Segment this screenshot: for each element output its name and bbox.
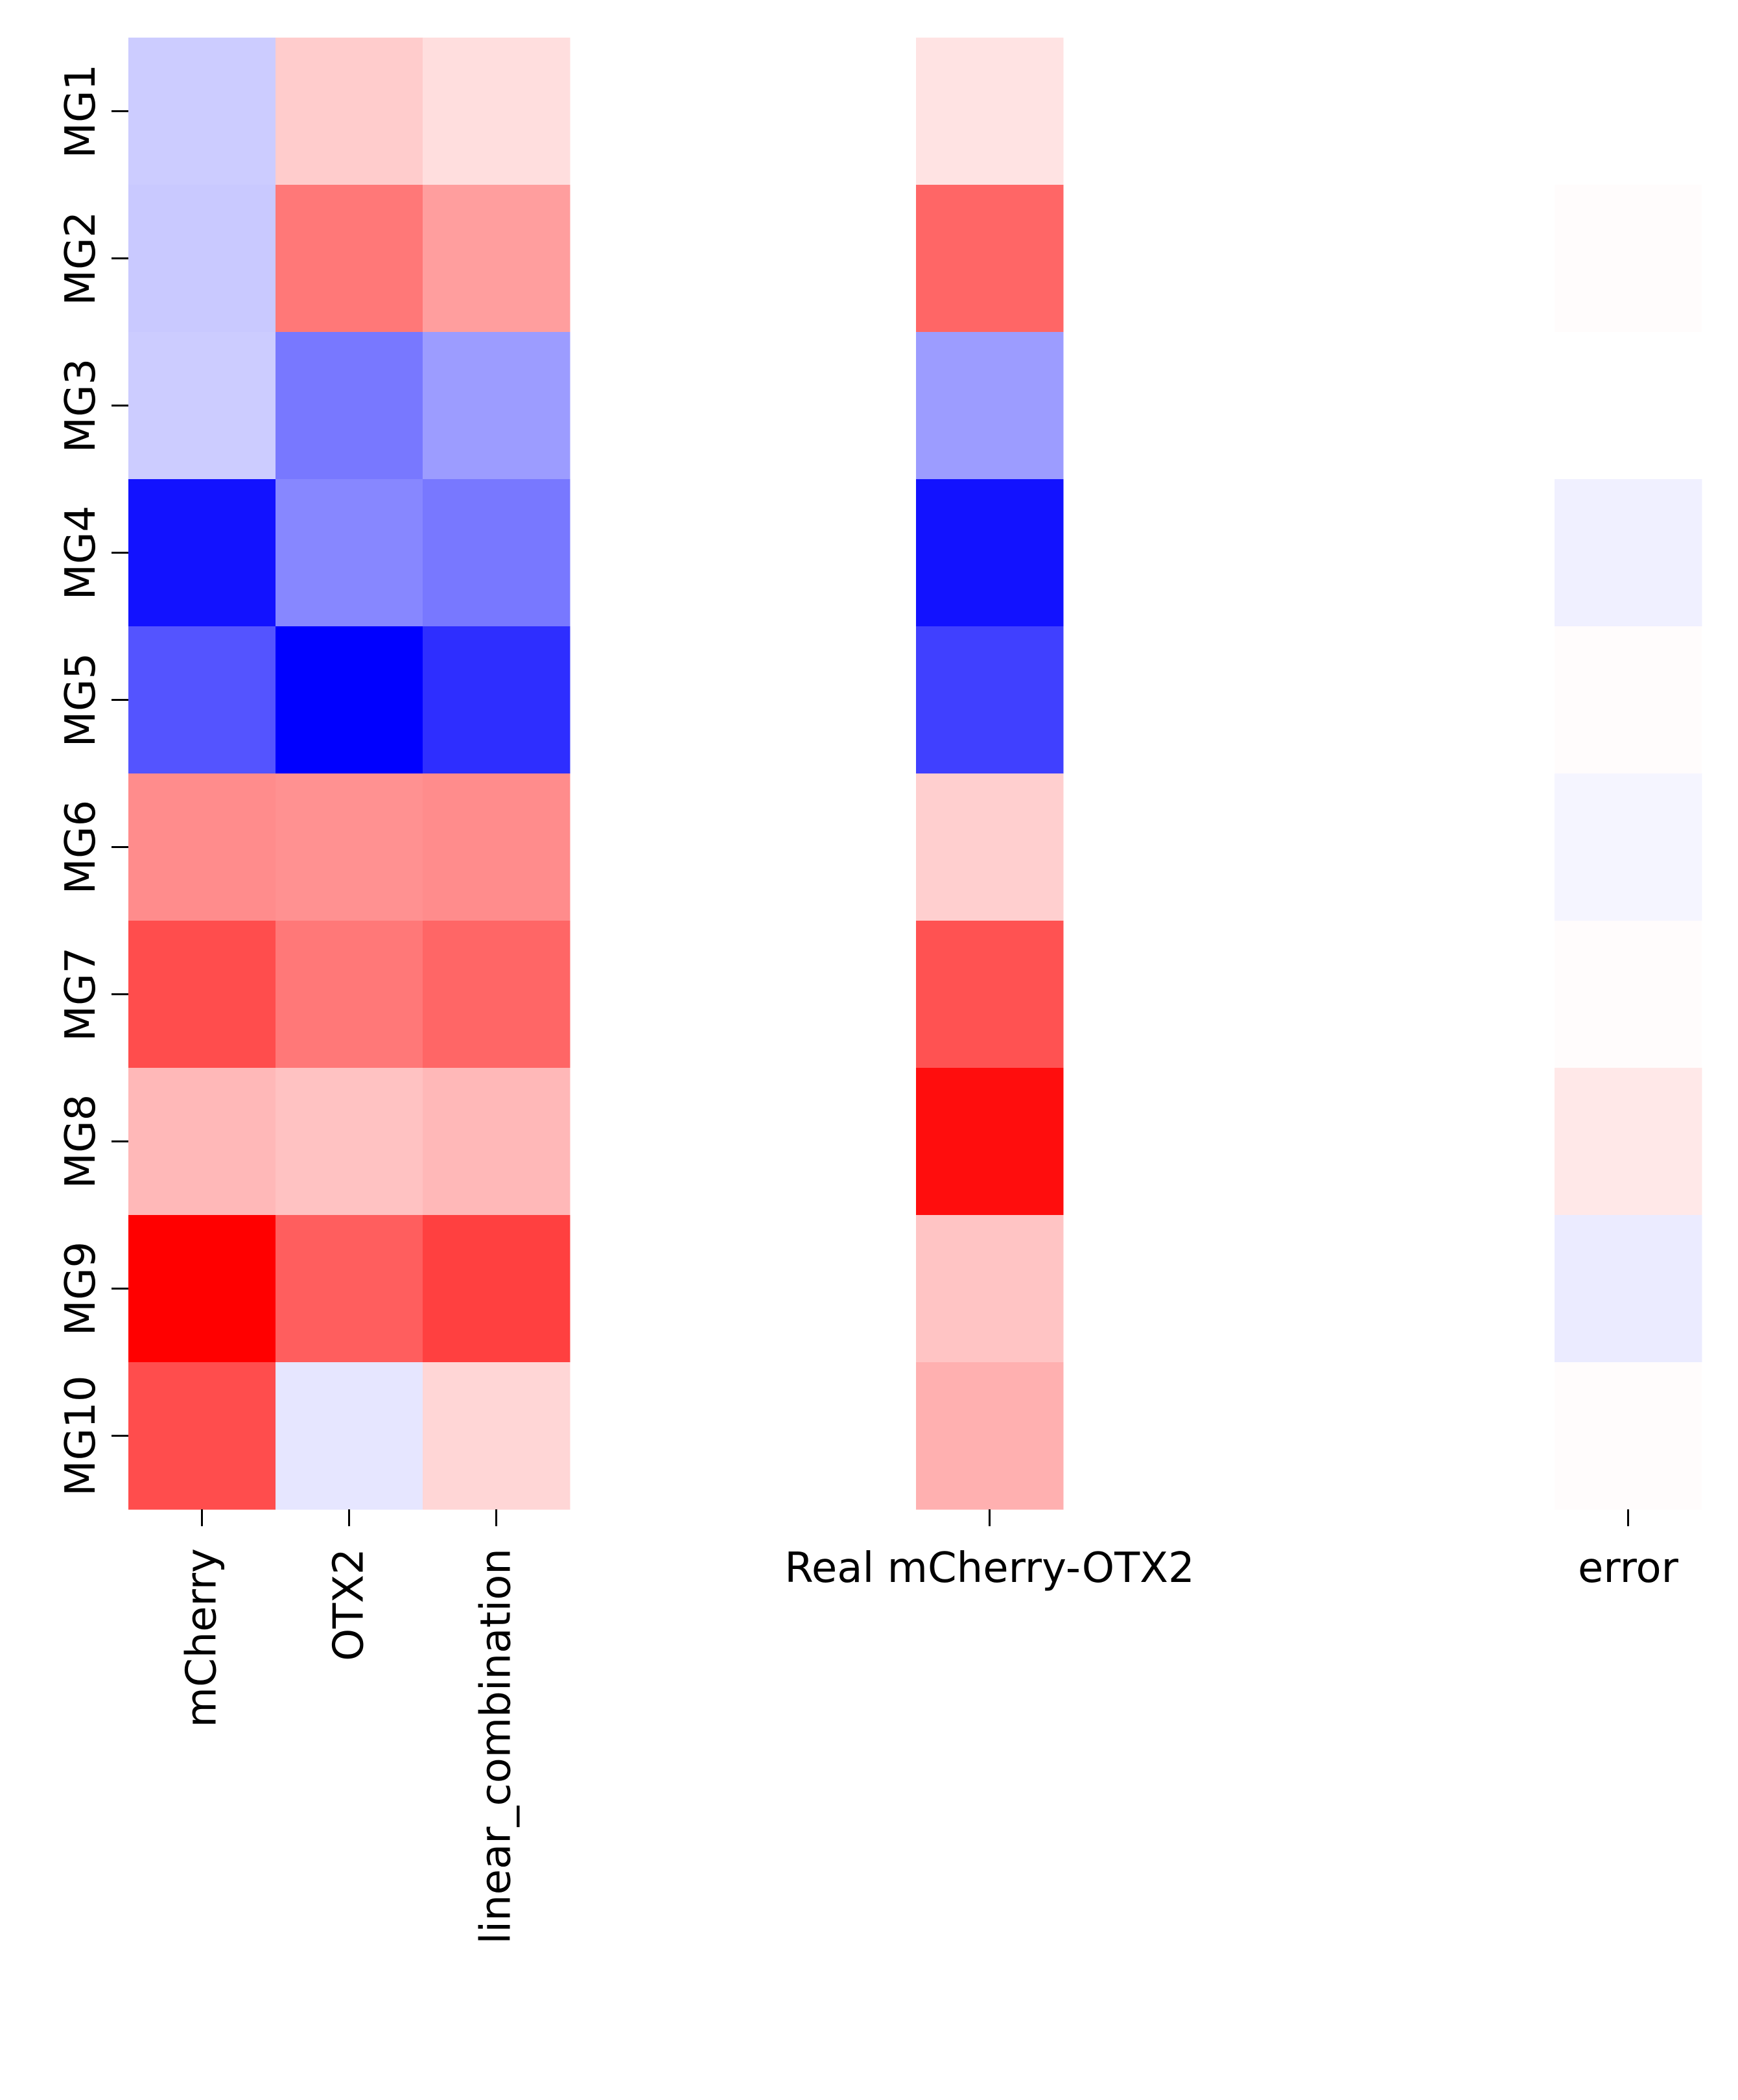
heatmap-cell <box>128 773 276 921</box>
heatmap-cell <box>423 479 570 627</box>
heatmap-cell <box>1555 626 1702 774</box>
x-tick-label: OTX2 <box>325 1548 373 1661</box>
x-axis: mCherry OTX2 linear_combination Real mCherr… <box>178 1509 1679 1944</box>
heatmap-cell <box>276 773 423 921</box>
y-tick-label: MG4 <box>57 506 105 600</box>
heatmap-cells <box>128 38 1702 1510</box>
y-tick-label: MG8 <box>57 1094 105 1189</box>
heatmap-cell <box>128 1362 276 1510</box>
heatmap-cell <box>423 1362 570 1510</box>
x-tick-label: linear_combination <box>473 1548 521 1944</box>
heatmap-cell <box>423 773 570 921</box>
heatmap-cell <box>128 626 276 774</box>
x-tick-label: Real mCherry-OTX2 <box>784 1544 1194 1592</box>
heatmap-cell <box>276 332 423 480</box>
heatmap-cell <box>1555 332 1702 480</box>
y-tick-label: MG1 <box>57 64 105 159</box>
heatmap-cell <box>276 626 423 774</box>
heatmap-cell <box>423 38 570 185</box>
heatmap-cell <box>916 1215 1064 1363</box>
x-tick-label: mCherry <box>178 1548 226 1727</box>
heatmap-cell <box>276 479 423 627</box>
heatmap-cell <box>1555 1215 1702 1363</box>
heatmap-cell <box>128 1068 276 1216</box>
heatmap-cell <box>1555 479 1702 627</box>
y-tick-label: MG2 <box>57 211 105 306</box>
heatmap-cell <box>1555 185 1702 333</box>
y-tick-label: MG7 <box>57 947 105 1042</box>
heatmap-cell <box>423 1068 570 1216</box>
heatmap-cell <box>1555 38 1702 185</box>
heatmap-cell <box>423 185 570 333</box>
heatmap-cell <box>276 1068 423 1216</box>
heatmap-cell <box>916 773 1064 921</box>
y-tick-label: MG9 <box>57 1242 105 1336</box>
heatmap-cell <box>276 1362 423 1510</box>
heatmap-cell <box>1555 1362 1702 1510</box>
y-tick-label: MG6 <box>57 800 105 895</box>
y-tick-label: MG5 <box>57 653 105 748</box>
heatmap-cell <box>276 185 423 333</box>
heatmap-cell <box>1555 921 1702 1068</box>
y-axis: MG1 MG2 MG3 MG4 MG5 MG6 MG7 MG8 MG9 MG10 <box>57 64 128 1496</box>
heatmap-cell <box>916 626 1064 774</box>
heatmap-cell <box>423 921 570 1068</box>
heatmap-cell <box>276 1215 423 1363</box>
x-tick-label: error <box>1578 1544 1679 1592</box>
heatmap-cell <box>916 479 1064 627</box>
y-tick-label: MG10 <box>57 1375 105 1496</box>
heatmap-cell <box>916 1362 1064 1510</box>
heatmap-cell <box>916 332 1064 480</box>
heatmap-cell <box>1555 773 1702 921</box>
heatmap-cell <box>128 479 276 627</box>
heatmap-cell <box>916 185 1064 333</box>
heatmap-cell <box>276 921 423 1068</box>
heatmap-cell <box>128 38 276 185</box>
heatmap-cell <box>423 626 570 774</box>
heatmap-cell <box>1555 1068 1702 1216</box>
heatmap-cell <box>423 1215 570 1363</box>
heatmap-cell <box>128 1215 276 1363</box>
heatmap-cell <box>276 38 423 185</box>
heatmap-cell <box>128 921 276 1068</box>
heatmap-cell <box>916 1068 1064 1216</box>
heatmap-cell <box>916 921 1064 1068</box>
y-tick-label: MG3 <box>57 359 105 453</box>
heatmap-cell <box>128 185 276 333</box>
heatmap-cell <box>423 332 570 480</box>
heatmap-cell <box>916 38 1064 185</box>
heatmap-cell <box>128 332 276 480</box>
